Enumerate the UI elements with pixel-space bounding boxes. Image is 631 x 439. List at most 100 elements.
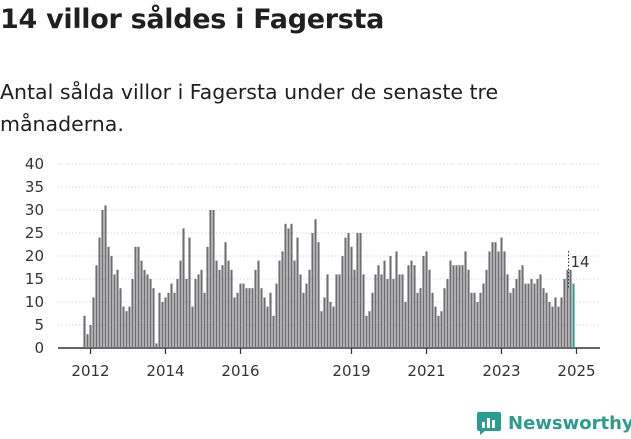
bar <box>104 205 107 348</box>
bar <box>152 288 155 348</box>
bar <box>347 233 350 348</box>
bar <box>242 283 245 348</box>
bar <box>446 279 449 348</box>
bar <box>101 210 104 348</box>
bar <box>305 283 308 348</box>
bar <box>563 279 566 348</box>
bar <box>287 228 290 348</box>
bar <box>125 311 128 348</box>
bar <box>92 297 95 348</box>
bar <box>89 325 92 348</box>
bar <box>224 242 227 348</box>
bar <box>299 274 302 348</box>
bar <box>359 233 362 348</box>
bar <box>341 256 344 348</box>
bar <box>335 274 338 348</box>
bar <box>392 279 395 348</box>
bar <box>140 260 143 348</box>
bar <box>377 265 380 348</box>
bar <box>443 288 446 348</box>
bar <box>194 279 197 348</box>
last-value-label: 14 <box>571 253 590 271</box>
bar <box>236 292 239 348</box>
highlighted-bar <box>572 283 575 348</box>
bar <box>464 251 467 348</box>
bar <box>308 269 311 348</box>
bar <box>251 288 254 348</box>
bar <box>440 311 443 348</box>
bar <box>410 260 413 348</box>
bar <box>275 283 278 348</box>
bar <box>566 269 569 348</box>
bar <box>362 274 365 348</box>
bar <box>161 302 164 348</box>
bar <box>395 251 398 348</box>
bar <box>302 292 305 348</box>
bar <box>296 237 299 348</box>
bar <box>197 274 200 348</box>
bar <box>122 306 125 348</box>
bar <box>548 302 551 348</box>
bar <box>98 237 101 348</box>
bar <box>404 302 407 348</box>
bar <box>524 283 527 348</box>
bar <box>389 256 392 348</box>
bar <box>326 274 329 348</box>
bar <box>551 306 554 348</box>
bar <box>83 315 86 348</box>
bar <box>254 269 257 348</box>
bar <box>230 269 233 348</box>
bar <box>320 311 323 348</box>
bar <box>143 269 146 348</box>
bar <box>119 288 122 348</box>
bar <box>344 237 347 348</box>
bar <box>317 242 320 348</box>
chart-subtitle: Antal sålda villor i Fagersta under de s… <box>0 80 499 136</box>
bar <box>425 251 428 348</box>
y-tick-label: 25 <box>25 224 44 242</box>
bar <box>266 306 269 348</box>
newsworthy-logo-icon <box>477 412 501 435</box>
bar <box>407 265 410 348</box>
x-tick-label: 2021 <box>407 362 445 380</box>
bar <box>509 292 512 348</box>
bar <box>497 251 500 348</box>
bar <box>290 223 293 348</box>
bar <box>515 279 518 348</box>
bar <box>533 283 536 348</box>
bar <box>419 288 422 348</box>
bar <box>278 260 281 348</box>
bar <box>521 265 524 348</box>
bar <box>248 288 251 348</box>
y-tick-label: 20 <box>25 247 44 265</box>
y-tick-label: 15 <box>25 270 44 288</box>
bar <box>128 306 131 348</box>
y-tick-label: 10 <box>25 293 44 311</box>
bar <box>272 315 275 348</box>
y-tick-label: 40 <box>25 155 44 173</box>
bar <box>179 260 182 348</box>
x-tick-label: 2023 <box>482 362 520 380</box>
bar <box>164 297 167 348</box>
bar <box>434 306 437 348</box>
bar <box>431 292 434 348</box>
chart-title: 14 villor såldes i Fagersta <box>0 4 385 35</box>
bar <box>158 292 161 348</box>
bar <box>368 311 371 348</box>
bar <box>422 256 425 348</box>
bar <box>191 306 194 348</box>
bar <box>332 306 335 348</box>
bar <box>257 260 260 348</box>
bar <box>209 210 212 348</box>
bar <box>401 274 404 348</box>
bar <box>185 279 188 348</box>
bar <box>482 283 485 348</box>
bar <box>428 269 431 348</box>
bar <box>353 269 356 348</box>
bar <box>113 274 116 348</box>
bar <box>311 233 314 348</box>
bar <box>221 265 224 348</box>
bar <box>212 210 215 348</box>
y-axis-ticks: 0 5 10 15 20 25 30 35 40 <box>25 155 44 357</box>
bar <box>473 292 476 348</box>
